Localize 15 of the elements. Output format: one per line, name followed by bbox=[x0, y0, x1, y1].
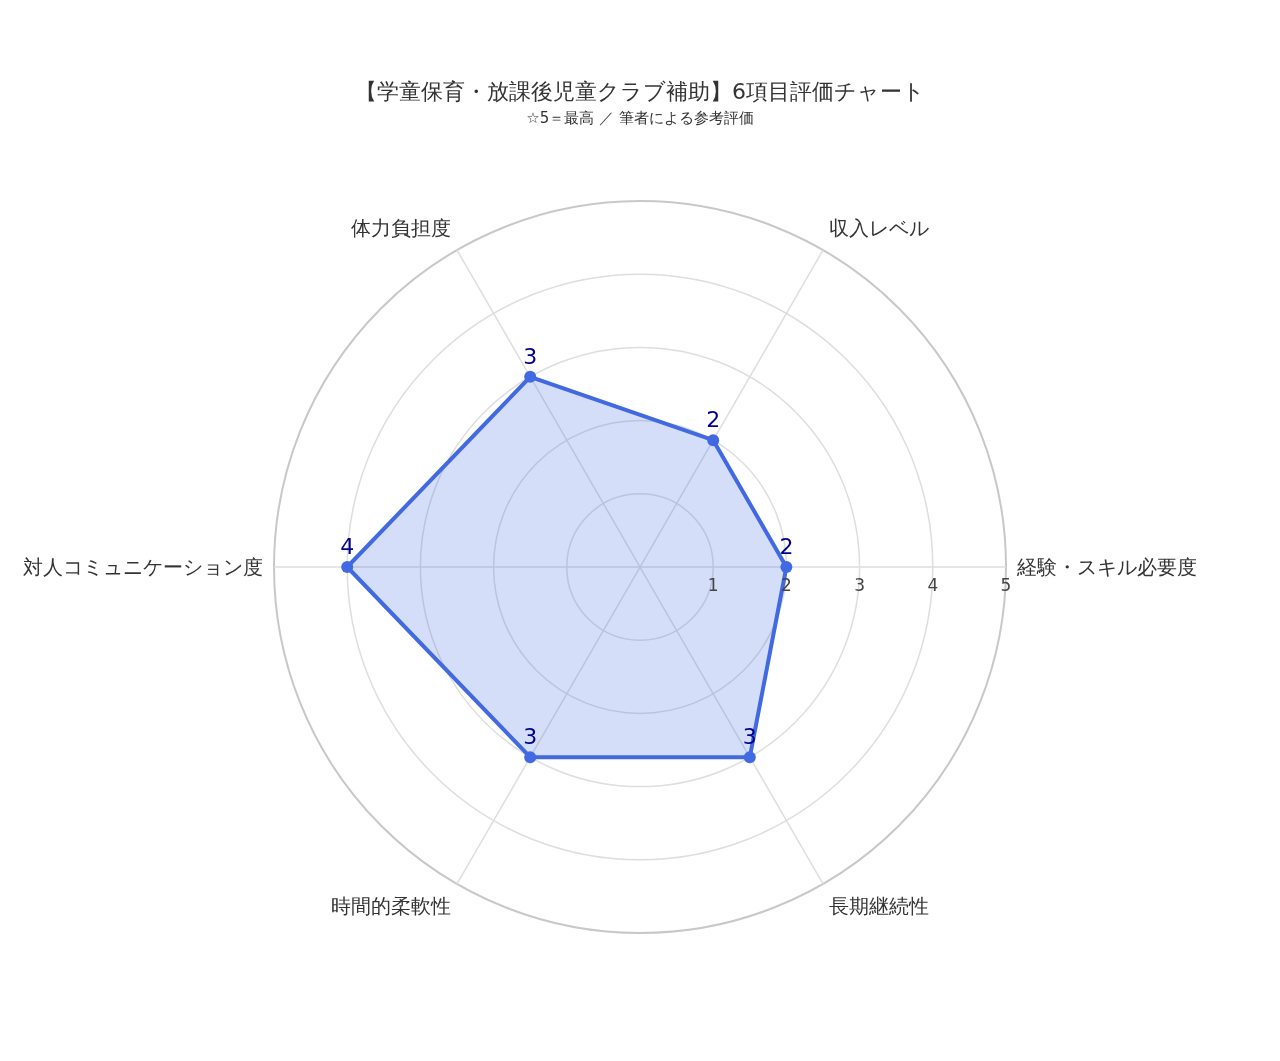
spoke-label: 体力負担度 bbox=[351, 216, 452, 241]
data-label: 3 bbox=[523, 724, 538, 750]
spoke-label: 経験・スキル必要度 bbox=[1016, 555, 1198, 579]
data-label: 2 bbox=[706, 407, 721, 433]
chart-title: 【学童保育・放課後児童クラブ補助】6項目評価チャート bbox=[355, 79, 925, 104]
data-label: 4 bbox=[340, 534, 355, 559]
data-label: 2 bbox=[779, 534, 794, 559]
spoke-label: 長期継続性 bbox=[828, 893, 929, 918]
spoke-label: 対人コミュニケーション度 bbox=[22, 555, 263, 579]
y-tick-label: 1 bbox=[707, 575, 719, 595]
spoke-label: 収入レベル bbox=[828, 216, 929, 241]
chart-subtitle: ☆5＝最高 ／ 筆者による参考評価 bbox=[526, 109, 754, 127]
y-tick-label: 5 bbox=[1000, 575, 1012, 595]
data-label: 3 bbox=[523, 343, 538, 369]
spoke-label: 時間的柔軟性 bbox=[331, 893, 452, 918]
